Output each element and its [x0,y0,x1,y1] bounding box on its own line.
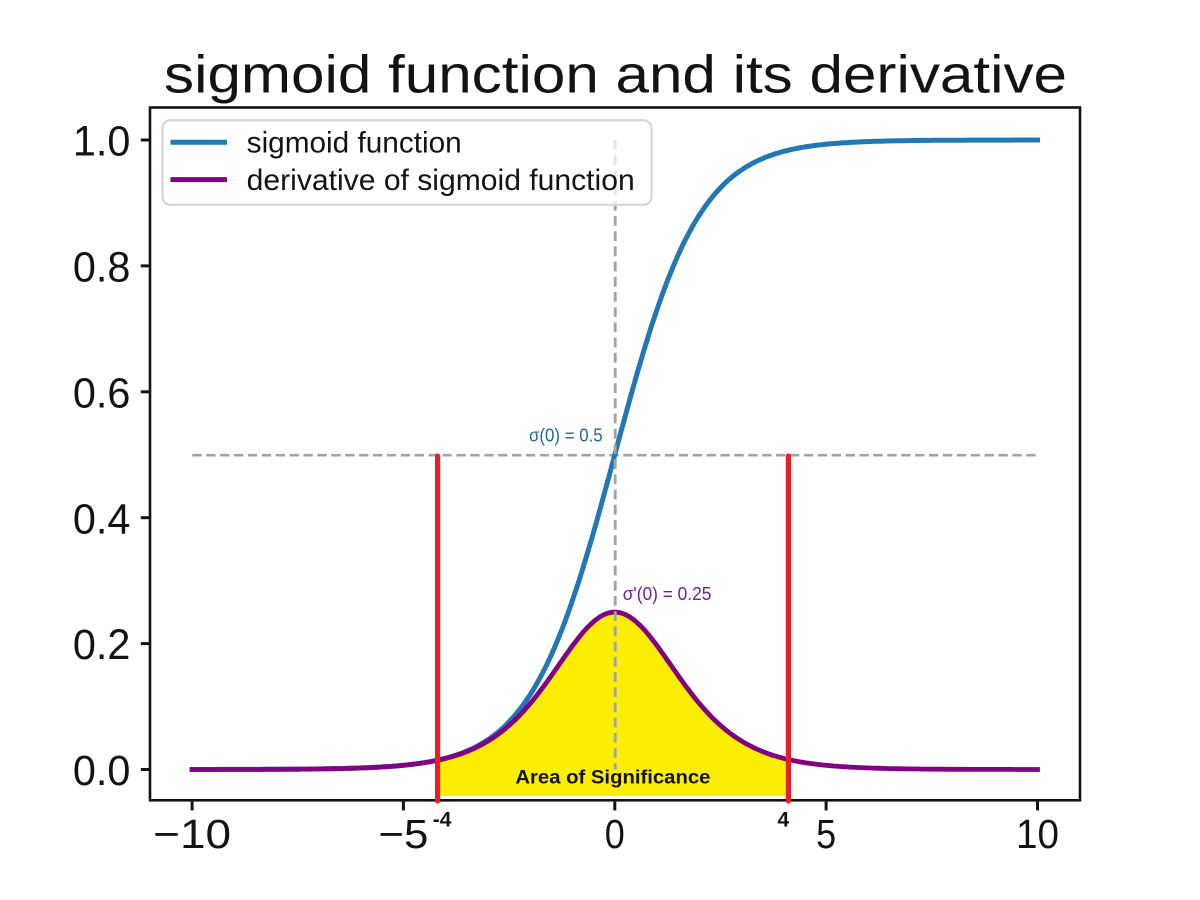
svg-text:sigmoid function and its deriv: sigmoid function and its derivative [164,46,1067,105]
svg-text:0.8: 0.8 [73,245,131,292]
svg-text:10: 10 [1016,811,1059,857]
svg-text:0.6: 0.6 [73,370,131,417]
svg-text:derivative of sigmoid function: derivative of sigmoid function [247,164,635,197]
svg-text:0.4: 0.4 [73,496,131,543]
svg-text:sigmoid function: sigmoid function [247,127,462,160]
svg-text:−5: −5 [378,811,428,857]
svg-text:-4: -4 [433,808,452,831]
svg-text:Area of Significance: Area of Significance [515,767,710,789]
svg-text:1.0: 1.0 [73,119,131,166]
svg-text:σ(0) = 0.5: σ(0) = 0.5 [529,425,603,446]
svg-text:σ'(0) = 0.25: σ'(0) = 0.25 [623,583,712,604]
svg-text:0: 0 [605,811,625,857]
svg-text:−10: −10 [153,811,231,857]
svg-text:4: 4 [777,808,789,831]
svg-text:5: 5 [816,811,836,857]
svg-text:0.2: 0.2 [73,622,131,669]
svg-text:0.0: 0.0 [73,748,131,795]
